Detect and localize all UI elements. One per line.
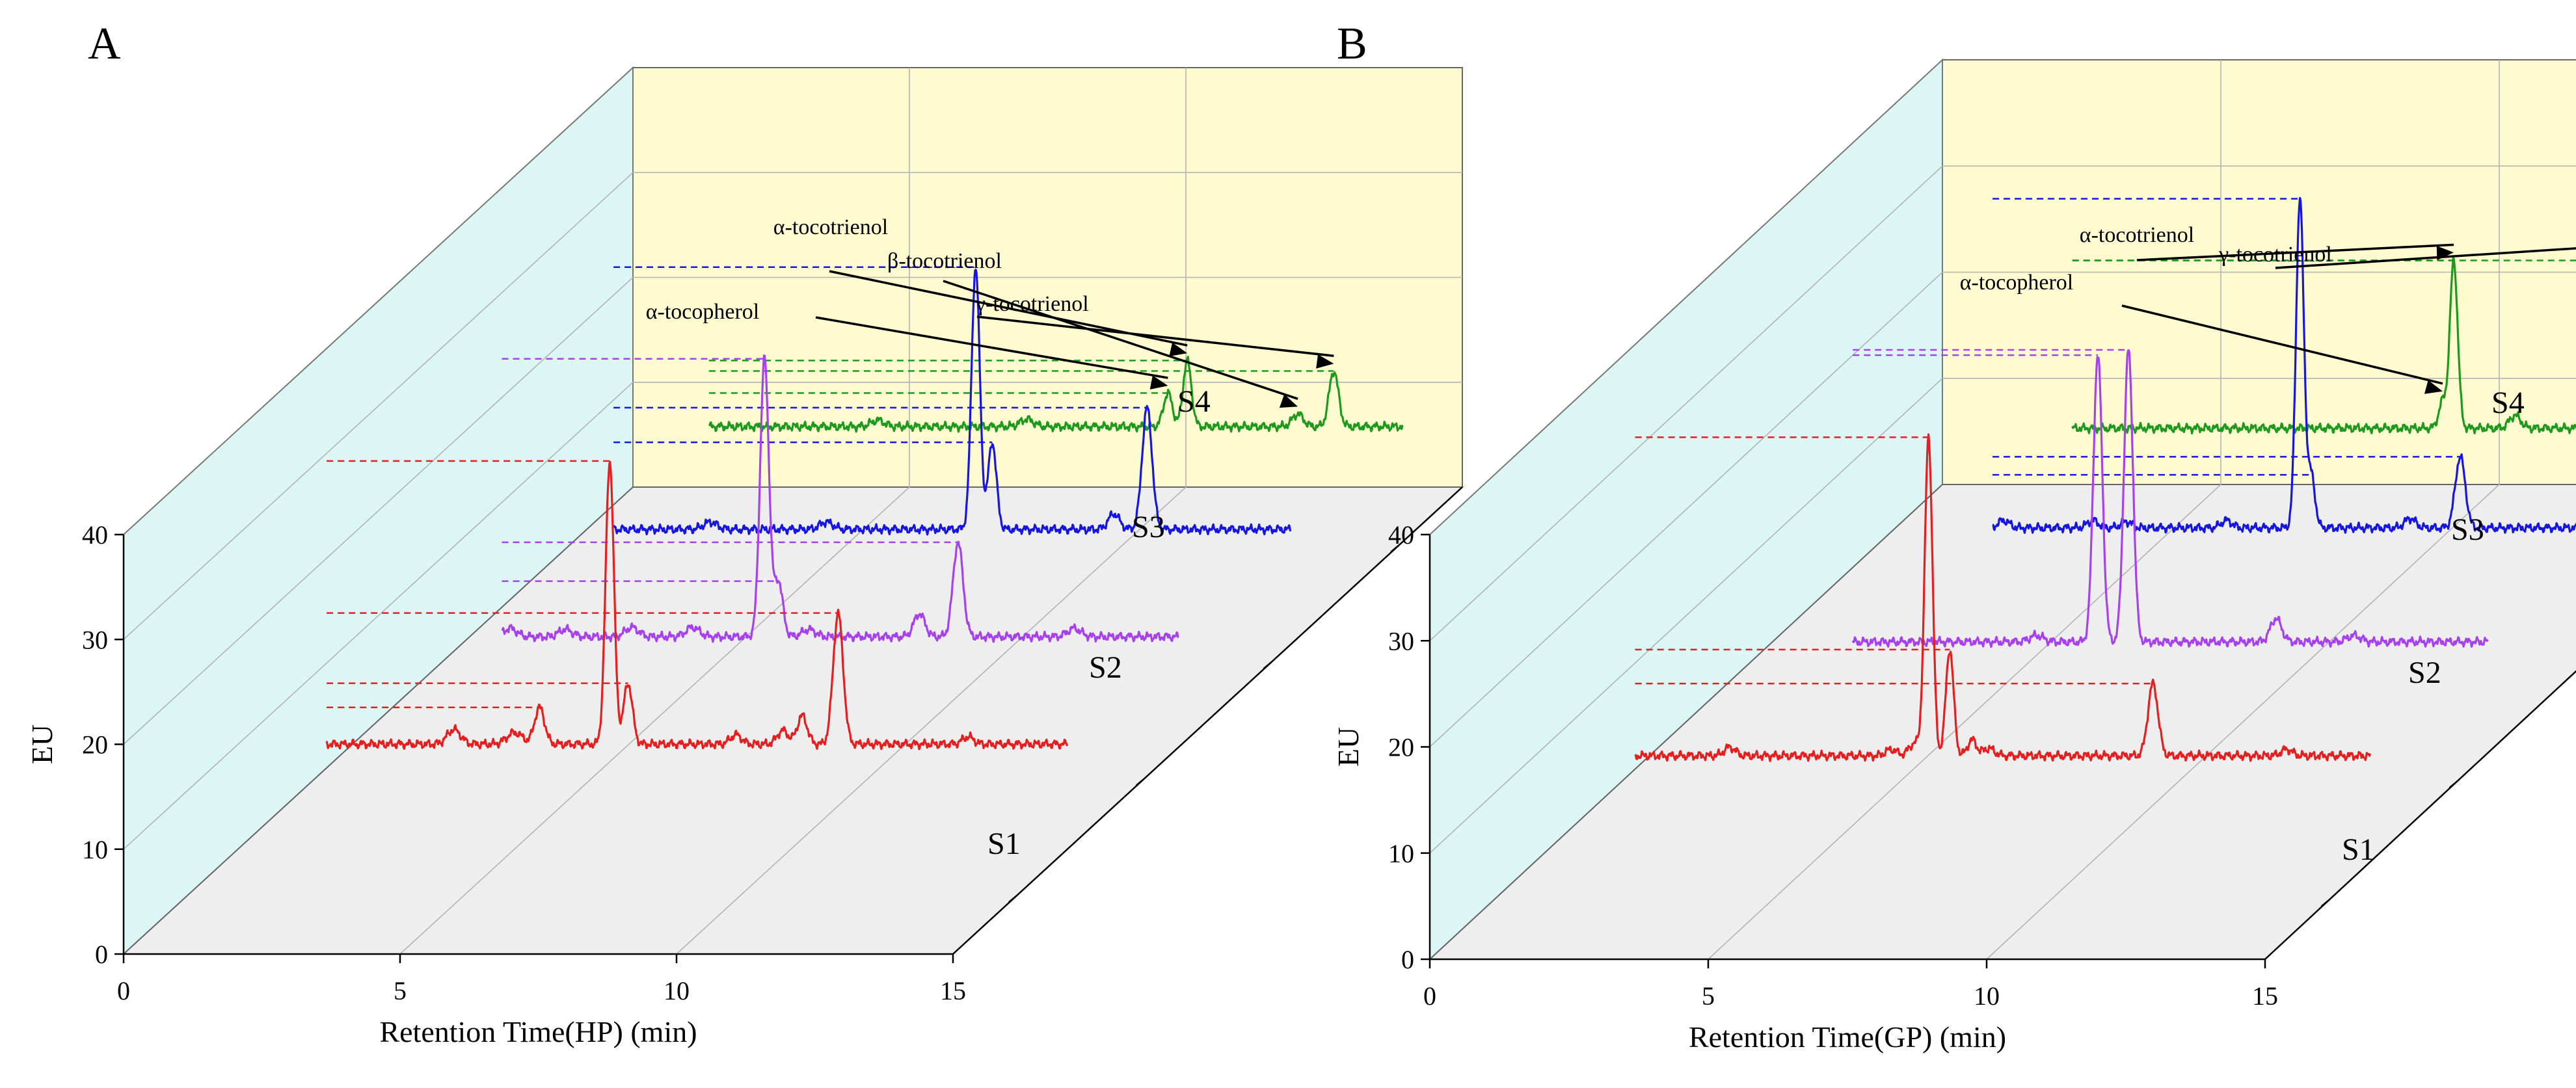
panel-b-annotation-label: α-tocotrienol <box>2080 223 2194 247</box>
panel-b-series-s2-trace <box>1851 349 2489 648</box>
panel-b-xgrid-line <box>1708 60 2221 960</box>
panel-b-xgrid-line <box>1986 60 2500 960</box>
panel-b-depth-axis <box>2264 670 2576 960</box>
panel-b-annotation-arrow-shaft <box>2275 247 2576 269</box>
panel-b-series-label-s1: S1 <box>2342 832 2375 867</box>
panel-b-series-label-s3: S3 <box>2451 512 2484 547</box>
panel-a-y-tick-label: 0 <box>95 940 108 969</box>
panel-a-series-s1-trace <box>325 460 1069 750</box>
panel-b-annotation-arrow-head <box>2424 380 2443 394</box>
panel-b-x-tick-label: 5 <box>1702 981 1715 1011</box>
panel-b-y-tick-label: 0 <box>1401 945 1414 974</box>
panel-a-annotation-arrow-head <box>1169 342 1188 356</box>
panel-b-series-s1-trace <box>1634 433 2372 762</box>
panel-a-series-s3-trace <box>612 269 1292 536</box>
panel-a-depth-tick <box>1390 544 1399 553</box>
panel-b-annotation-arrow-shaft <box>2136 243 2454 261</box>
panel-a-depth-tick <box>1135 778 1145 786</box>
panel-a-annotation-arrow-head <box>1279 394 1298 408</box>
panel-a-y-tick-label: 40 <box>82 520 108 550</box>
panel-a-y-tick-label: 10 <box>82 835 108 864</box>
panel-b-letter: B <box>1337 19 1367 69</box>
panel-a-y-tick-label: 30 <box>82 625 108 654</box>
panel-a-depth-tick <box>1008 895 1017 903</box>
panel-b-y-tick-label: 20 <box>1388 733 1414 762</box>
panel-a-y-tick-label: 20 <box>82 730 108 760</box>
panel-a-annotation-label: α-tocopherol <box>646 300 760 324</box>
panel-a-series-label-s2: S2 <box>1089 650 1122 685</box>
panel-b-series-label-s2: S2 <box>2408 656 2441 690</box>
panel-b-series-s4-trace <box>2071 257 2576 435</box>
panel-b-x-tick-label: 10 <box>1974 981 2000 1011</box>
panel-b-y-tick-label: 30 <box>1388 626 1414 656</box>
panel-a-annotation-arrow-head <box>1316 354 1334 369</box>
panel-a-x-tick-label: 15 <box>940 976 966 1005</box>
panel-a-annotation-arrow-shaft <box>815 316 1168 379</box>
panel-a-x-tick-label: 0 <box>117 976 130 1005</box>
panel-b-depth-tick <box>2449 780 2458 789</box>
panel-b-y-tick-label: 10 <box>1388 839 1414 868</box>
panel-a-annotation-label: α-tocotrienol <box>773 215 888 239</box>
panel-a-series-label-s4: S4 <box>1177 384 1211 419</box>
panel-a-series-s4-trace <box>708 356 1404 433</box>
panel-b-depth-tick <box>2320 899 2330 907</box>
panel-b-y-axis-title: EU <box>1332 727 1365 767</box>
panel-a-y-axis-title: EU <box>25 724 59 764</box>
panel-b-annotation-arrow-shaft <box>2121 304 2443 385</box>
panel-b-y-tick-label: 40 <box>1388 520 1414 550</box>
panel-a-annotation-label: γ-tocotrienol <box>975 292 1089 316</box>
panel-a-series-label-s3: S3 <box>1132 510 1165 544</box>
panel-a-x-tick-label: 5 <box>394 976 407 1005</box>
panel-b-x-axis-title: Retention Time(GP) (min) <box>1689 1020 2006 1054</box>
panel-a-annotation-arrow-shaft <box>943 280 1298 400</box>
panel-b-x-tick-label: 0 <box>1423 981 1436 1011</box>
panel-a-depth-tick <box>1263 661 1272 670</box>
panel-a-xgrid-line <box>676 68 1187 955</box>
panel-a-annotation-arrow-head <box>1149 375 1168 390</box>
panel-a-x-tick-label: 10 <box>664 976 690 1005</box>
panel-b-annotation-label: γ-tocotrienol <box>2218 243 2332 267</box>
panel-a-series-label-s1: S1 <box>987 827 1021 861</box>
panel-a-annotation-arrow-shaft <box>976 315 1334 357</box>
panel-b-series-label-s4: S4 <box>2491 386 2525 420</box>
panel-a-x-axis-title: Retention Time(HP) (min) <box>379 1015 697 1048</box>
panel-a-annotation-label: β-tocotrienol <box>887 249 1002 273</box>
panel-b-series-s3-trace <box>1992 196 2576 535</box>
panel-b-x-tick-label: 15 <box>2252 981 2278 1011</box>
panel-a-xgrid-line <box>399 68 910 955</box>
panel-b-annotation-label: α-tocopherol <box>1960 271 2074 295</box>
panel-b: B 0 5 10 15 0 10 20 30 40 Retention Time(GP) (min)… <box>1332 19 2576 1054</box>
panel-a-letter: A <box>88 19 121 69</box>
panel-a-depth-axis <box>952 486 1463 955</box>
panel-a: A 0 5 10 15 0 10 20 30 40 Retention Time(HP) (min)… <box>25 19 1464 1048</box>
